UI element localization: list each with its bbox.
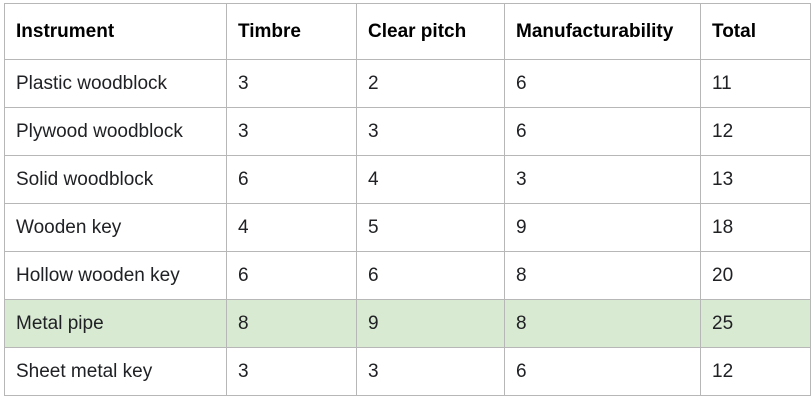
cell-manufacturability: 6	[504, 107, 701, 156]
cell-total: 25	[700, 299, 811, 348]
cell-instrument: Wooden key	[4, 203, 227, 252]
cell-timbre: 3	[226, 347, 357, 396]
cell-manufacturability: 3	[504, 155, 701, 204]
cell-clear-pitch: 6	[356, 251, 505, 300]
table-row-highlighted: Metal pipe 8 9 8 25	[4, 299, 811, 348]
cell-instrument: Solid woodblock	[4, 155, 227, 204]
cell-instrument: Hollow wooden key	[4, 251, 227, 300]
table-row: Sheet metal key 3 3 6 12	[4, 347, 811, 396]
cell-clear-pitch: 9	[356, 299, 505, 348]
instrument-comparison-table: Instrument Timbre Clear pitch Manufactur…	[4, 3, 811, 396]
table-row: Plastic woodblock 3 2 6 11	[4, 59, 811, 108]
cell-clear-pitch: 3	[356, 347, 505, 396]
cell-timbre: 3	[226, 107, 357, 156]
header-instrument: Instrument	[4, 3, 227, 60]
cell-manufacturability: 8	[504, 299, 701, 348]
table-row: Plywood woodblock 3 3 6 12	[4, 107, 811, 156]
header-timbre: Timbre	[226, 3, 357, 60]
table-row: Solid woodblock 6 4 3 13	[4, 155, 811, 204]
cell-timbre: 6	[226, 155, 357, 204]
cell-timbre: 6	[226, 251, 357, 300]
cell-manufacturability: 6	[504, 59, 701, 108]
cell-manufacturability: 8	[504, 251, 701, 300]
cell-total: 13	[700, 155, 811, 204]
table-row: Wooden key 4 5 9 18	[4, 203, 811, 252]
cell-total: 11	[700, 59, 811, 108]
header-clear-pitch: Clear pitch	[356, 3, 505, 60]
cell-clear-pitch: 3	[356, 107, 505, 156]
table-row: Hollow wooden key 6 6 8 20	[4, 251, 811, 300]
cell-total: 12	[700, 347, 811, 396]
cell-total: 20	[700, 251, 811, 300]
cell-instrument: Sheet metal key	[4, 347, 227, 396]
cell-timbre: 3	[226, 59, 357, 108]
cell-clear-pitch: 5	[356, 203, 505, 252]
cell-instrument: Plywood woodblock	[4, 107, 227, 156]
cell-manufacturability: 6	[504, 347, 701, 396]
cell-timbre: 8	[226, 299, 357, 348]
header-row: Instrument Timbre Clear pitch Manufactur…	[4, 3, 811, 60]
cell-total: 12	[700, 107, 811, 156]
cell-manufacturability: 9	[504, 203, 701, 252]
cell-clear-pitch: 2	[356, 59, 505, 108]
cell-instrument: Plastic woodblock	[4, 59, 227, 108]
cell-total: 18	[700, 203, 811, 252]
cell-clear-pitch: 4	[356, 155, 505, 204]
cell-timbre: 4	[226, 203, 357, 252]
header-manufacturability: Manufacturability	[504, 3, 701, 60]
cell-instrument: Metal pipe	[4, 299, 227, 348]
header-total: Total	[700, 3, 811, 60]
